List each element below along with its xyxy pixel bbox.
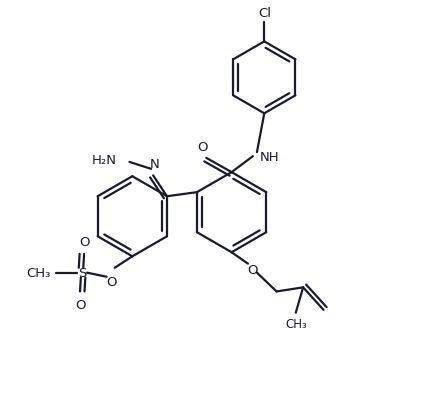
Text: N: N	[150, 158, 159, 171]
Text: Cl: Cl	[258, 7, 271, 20]
Text: O: O	[248, 264, 258, 276]
Text: O: O	[75, 298, 85, 311]
Text: CH₃: CH₃	[285, 317, 307, 330]
Text: CH₃: CH₃	[26, 267, 50, 279]
Text: O: O	[79, 235, 89, 248]
Text: NH: NH	[260, 151, 280, 163]
Text: /: /	[48, 272, 49, 274]
Text: S: S	[78, 267, 86, 279]
Text: H₂N: H₂N	[92, 154, 117, 167]
Text: O: O	[106, 275, 116, 288]
Text: O: O	[197, 140, 207, 153]
